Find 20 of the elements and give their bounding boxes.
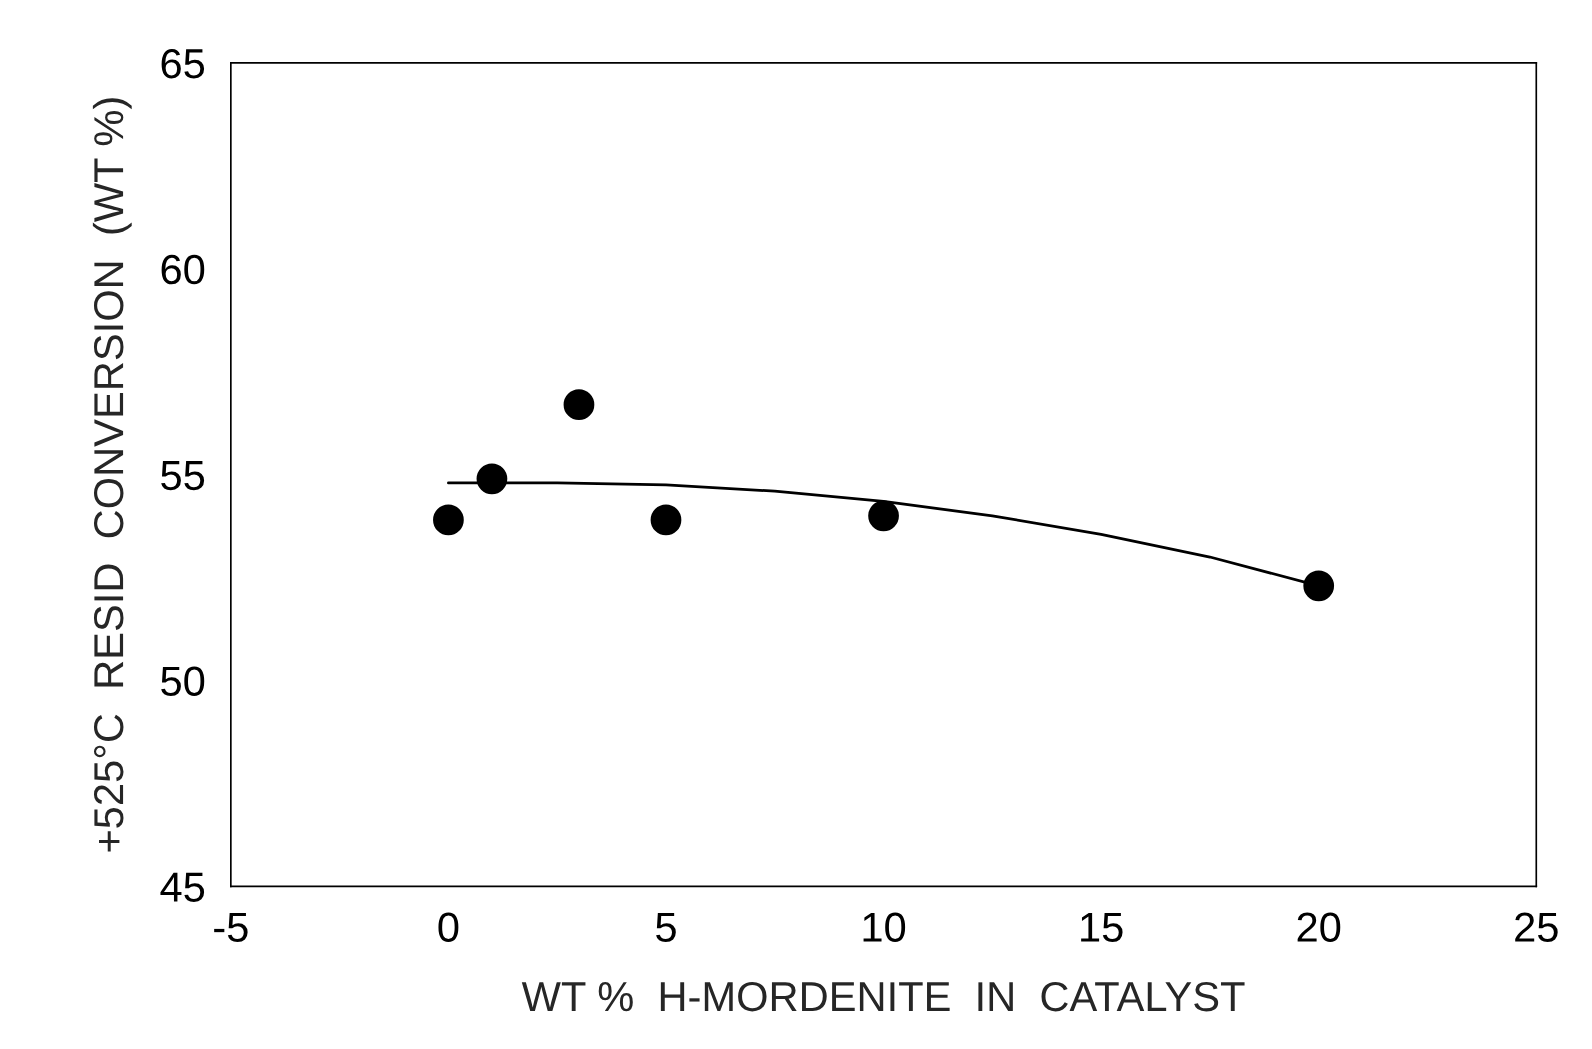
y-tick-label: 50 <box>161 666 205 697</box>
x-tick-label: 10 <box>863 912 906 943</box>
x-tick-label: -5 <box>214 912 248 943</box>
x-tick-label: 15 <box>1081 912 1123 943</box>
point <box>650 504 682 536</box>
x-tick-label: 5 <box>656 912 676 943</box>
point <box>476 463 508 495</box>
point <box>1303 570 1335 602</box>
x-tick-label: 0 <box>438 912 459 943</box>
x-tick-label: 25 <box>1515 912 1558 943</box>
y-tick-label: 65 <box>161 48 205 79</box>
x-tick-label: 20 <box>1297 912 1341 943</box>
x-axis-title: WT % H-MORDENITE IN CATALYST <box>521 981 1245 1012</box>
y-tick-label: 55 <box>161 461 205 491</box>
point <box>433 504 464 536</box>
y-tick-label: 45 <box>160 872 205 902</box>
y-tick-label: 60 <box>161 254 205 285</box>
point <box>868 500 899 532</box>
y-axis-title: +525°C RESID CONVERSION (WT %) <box>92 98 132 852</box>
point <box>563 389 595 421</box>
